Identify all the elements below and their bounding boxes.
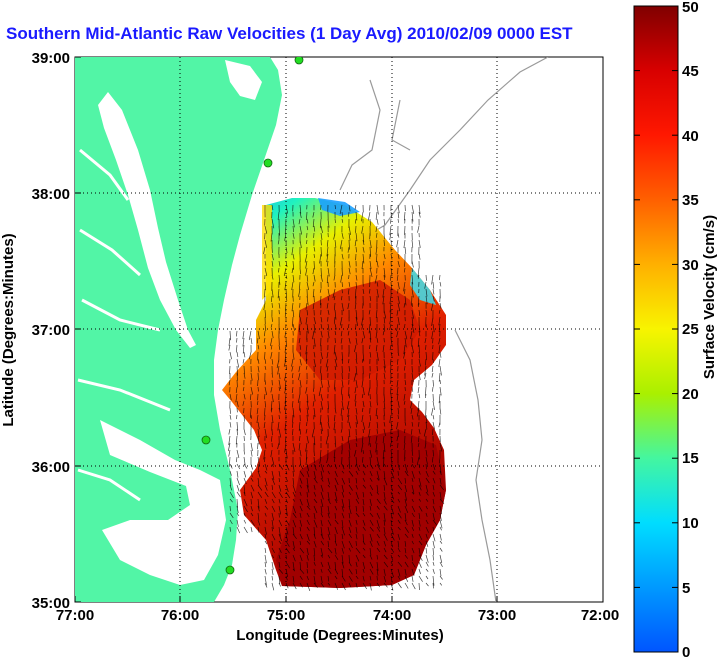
shelf-contour-2 <box>339 79 411 191</box>
colorbar-tick: 5 <box>682 580 690 597</box>
tick-marks <box>74 56 604 603</box>
river-1 <box>77 148 171 502</box>
colorbar-tick: 25 <box>682 321 699 338</box>
colorbar-tick: 40 <box>682 128 699 145</box>
y-tick-label: 39:00 <box>32 50 70 67</box>
y-tick-label: 35:00 <box>32 595 70 612</box>
x-axis: 77:00 76:00 75:00 74:00 73:00 72:00 Long… <box>56 607 619 644</box>
colorbar-tick: 30 <box>682 257 699 274</box>
y-axis-title: Latitude (Degrees:Minutes) <box>0 233 17 426</box>
y-tick-label: 37:00 <box>32 322 70 339</box>
colorbar-tick: 15 <box>682 450 699 467</box>
y-tick-label: 36:00 <box>32 459 70 476</box>
x-axis-title: Longitude (Degrees:Minutes) <box>236 627 444 644</box>
colorbar-title: Surface Velocity (cm/s) <box>701 215 718 379</box>
colorbar-tick: 45 <box>682 63 699 80</box>
x-tick-label: 74:00 <box>373 607 411 624</box>
delaware-bay <box>225 60 262 100</box>
shelf-contour-3 <box>454 329 497 602</box>
x-tick-label: 77:00 <box>56 607 94 624</box>
stations <box>201 57 304 575</box>
map-title: Southern Mid-Atlantic Raw Velocities (1 … <box>6 24 573 43</box>
colorbar-tick: 10 <box>682 515 699 532</box>
x-tick-label: 73:00 <box>478 607 516 624</box>
x-tick-label: 72:00 <box>581 607 619 624</box>
x-tick-label: 76:00 <box>161 607 199 624</box>
colorbar: 0 5 10 15 20 25 30 35 40 45 50 Surface V… <box>633 0 718 659</box>
y-axis: 39:00 38:00 37:00 36:00 35:00 Latitude (… <box>0 50 70 612</box>
colorbar-tick: 50 <box>682 0 699 16</box>
chesapeake-bay <box>98 92 196 348</box>
y-tick-label: 38:00 <box>32 186 70 203</box>
colorbar-tick: 0 <box>682 644 690 659</box>
colorbar-tick: 20 <box>682 386 699 403</box>
colorbar-tick: 35 <box>682 192 699 209</box>
velocity-field <box>222 198 446 592</box>
colorbar-scale <box>633 5 679 653</box>
grid <box>75 57 603 602</box>
x-tick-label: 75:00 <box>267 607 305 624</box>
sound-waters <box>100 420 226 585</box>
